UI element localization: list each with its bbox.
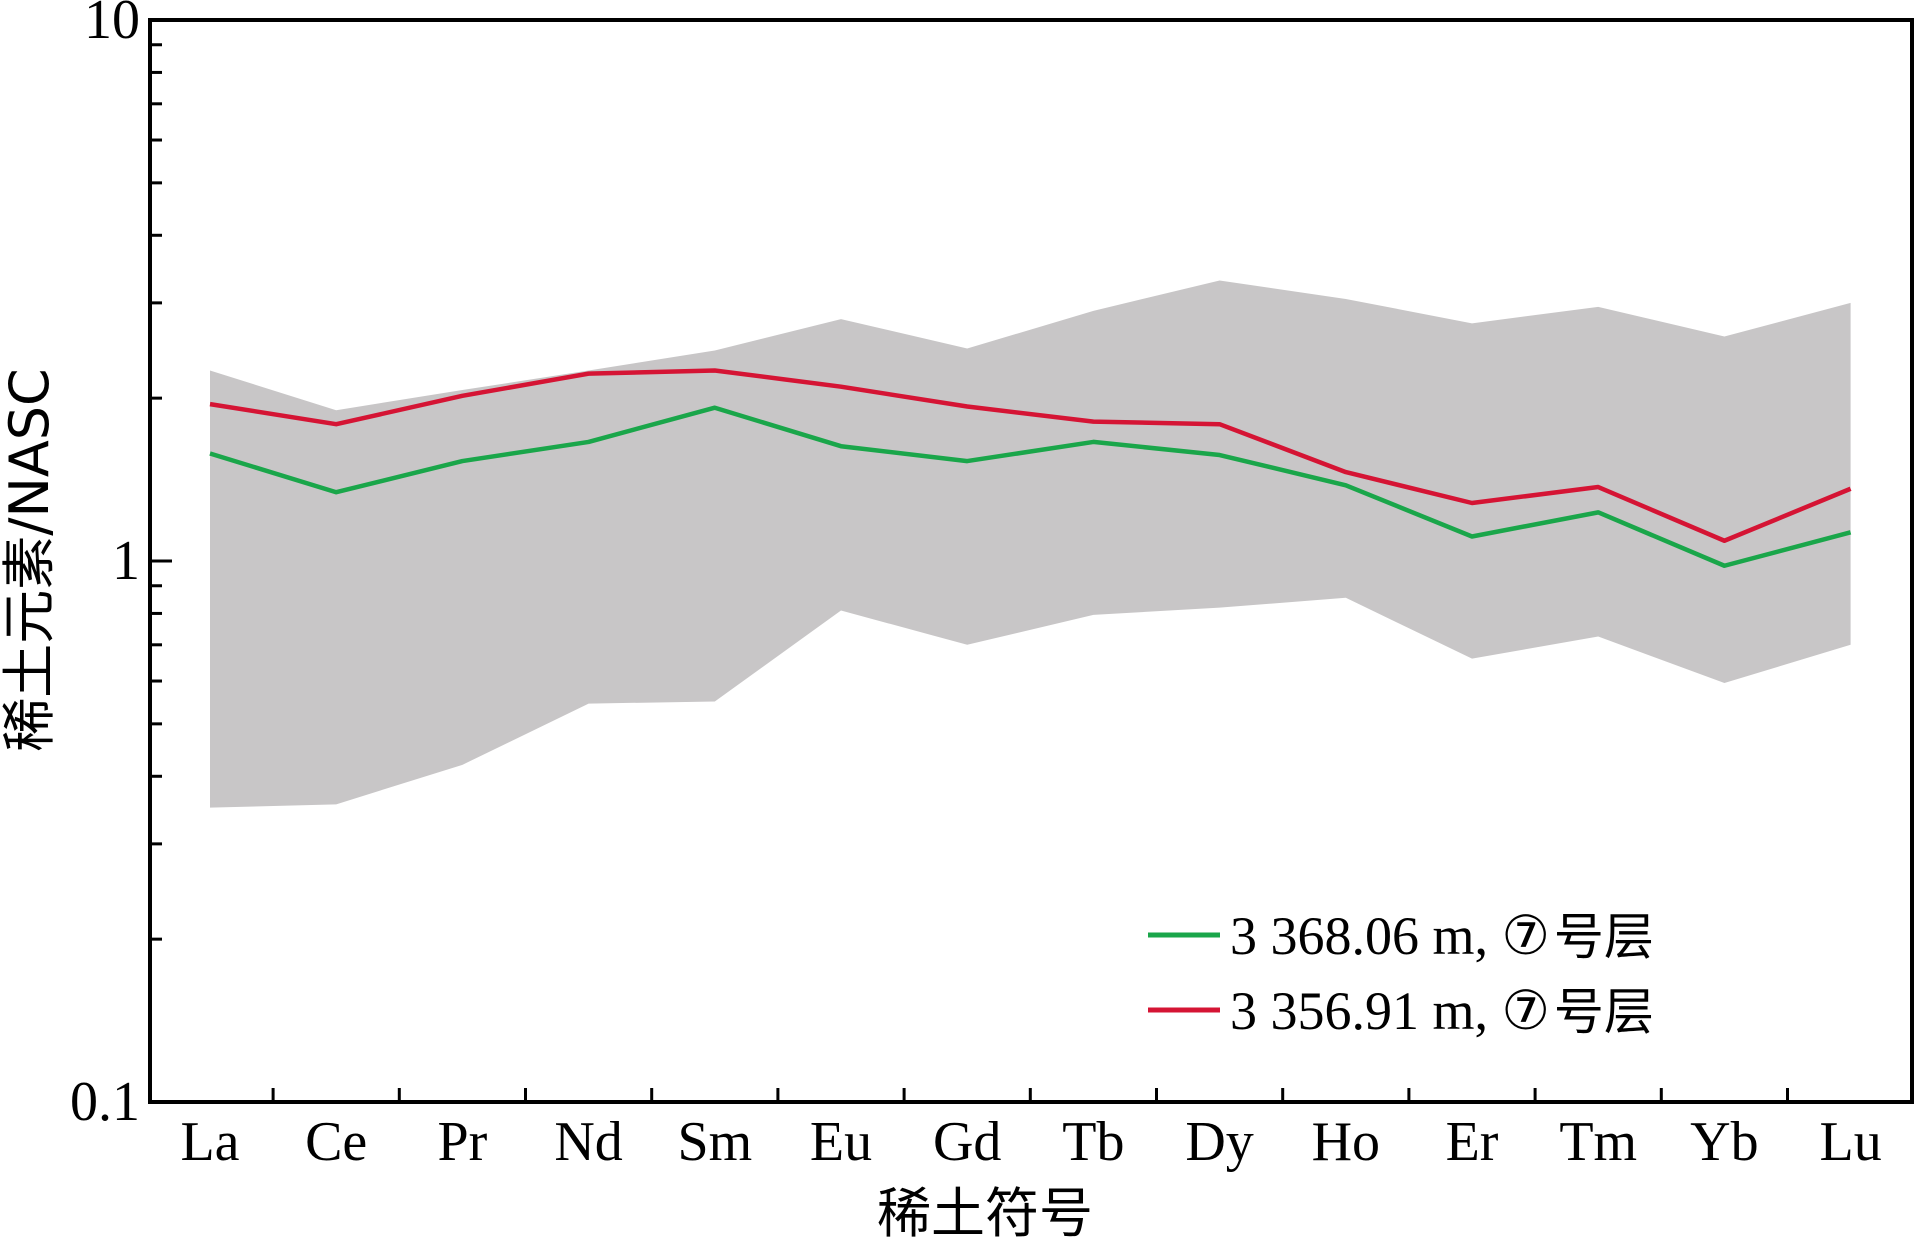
legend-label-1: 3 368.06 m, ⑦号层	[1230, 906, 1654, 966]
y-tick-label: 10	[84, 0, 140, 51]
x-tick-label: Ce	[305, 1111, 367, 1173]
y-tick-label: 0.1	[70, 1071, 140, 1133]
y-axis: 0.1 1 10	[70, 0, 172, 1133]
range-band-layer	[210, 280, 1851, 808]
series-layer	[209, 368, 1852, 568]
x-tick-label: Pr	[438, 1111, 488, 1173]
range-band	[210, 280, 1851, 808]
legend-label-suffix-2: 号层	[1554, 983, 1654, 1041]
legend-label-suffix-1: 号层	[1554, 908, 1654, 966]
x-tick-label: La	[180, 1111, 239, 1173]
x-tick-label: Nd	[554, 1111, 622, 1173]
x-axis-title: 稀土符号	[877, 1182, 1093, 1245]
series-line-1	[209, 405, 1852, 568]
x-tick-label: Tb	[1062, 1111, 1124, 1173]
legend-label-2: 3 356.91 m, ⑦号层	[1230, 981, 1654, 1041]
x-axis: La Ce Pr Nd Sm Eu Gd Tb Dy Ho Er Tm Yb Lu	[180, 1088, 1882, 1173]
legend: 3 368.06 m, ⑦号层 3 356.91 m, ⑦号层	[1148, 906, 1654, 1041]
x-tick-label: Eu	[810, 1111, 872, 1173]
x-tick-label: Tm	[1559, 1111, 1637, 1173]
y-axis-title: 稀土元素/NASC	[0, 368, 61, 752]
x-tick-label: Dy	[1185, 1111, 1253, 1173]
x-tick-label: Sm	[677, 1111, 752, 1173]
x-tick-label: Yb	[1690, 1111, 1758, 1173]
x-tick-label: Er	[1446, 1111, 1499, 1173]
x-tick-label: Ho	[1312, 1111, 1380, 1173]
y-tick-label: 1	[112, 530, 140, 592]
x-tick-label: Lu	[1819, 1111, 1881, 1173]
series-line-2	[209, 368, 1852, 544]
x-tick-label: Gd	[933, 1111, 1001, 1173]
